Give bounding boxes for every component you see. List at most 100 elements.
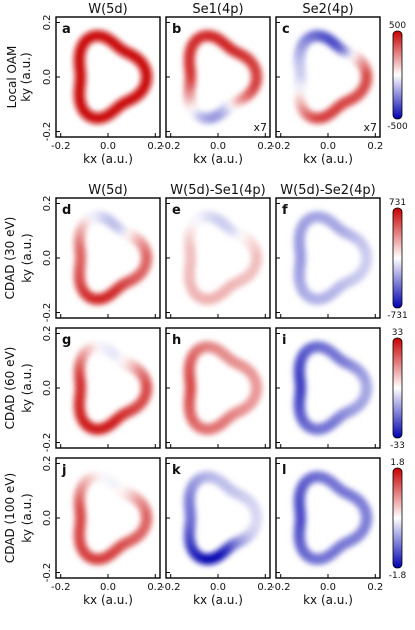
y-tick-label: 0.0 — [42, 510, 53, 526]
intensity-ring — [73, 341, 153, 435]
panel-k — [166, 458, 270, 578]
y-tick-label: -0.2 — [42, 563, 53, 583]
panel-g — [56, 328, 160, 448]
row-label: CDAD (100 eV) — [3, 473, 17, 563]
colorbar-max-label: 1.8 — [390, 458, 405, 468]
colorbar — [392, 207, 403, 309]
column-title: W(5d)-Se2(4p) — [280, 183, 375, 198]
colorbar — [392, 30, 403, 120]
intensity-ring — [293, 211, 373, 305]
intensity-ring — [73, 471, 153, 565]
panel-d — [56, 198, 160, 318]
intensity-ring — [183, 30, 263, 124]
column-title: W(5d)-Se1(4p) — [170, 183, 265, 198]
column-title: Se2(4p) — [302, 2, 353, 17]
x-tick-label: 0.0 — [320, 582, 336, 593]
x-tick-label: -0.2 — [51, 141, 71, 152]
panel-a — [56, 17, 160, 137]
x-axis-label: kx (a.u.) — [303, 152, 353, 166]
intensity-ring — [293, 341, 373, 435]
panel-j — [56, 458, 160, 578]
x-tick-label: 0.0 — [210, 141, 226, 152]
x-tick-label: 0.2 — [257, 582, 273, 593]
row-label: CDAD (60 eV) — [3, 347, 17, 430]
panel-e — [166, 198, 270, 318]
panel-letter: e — [172, 203, 181, 218]
x-tick-label: -0.2 — [51, 582, 71, 593]
x-tick-label: -0.2 — [161, 582, 181, 593]
row-label: CDAD (30 eV) — [3, 217, 17, 300]
intensity-ring — [183, 471, 263, 565]
colorbar-min-label: -33 — [390, 441, 405, 451]
panel-b — [166, 17, 270, 137]
y-tick-label: 0.0 — [42, 69, 53, 85]
x-tick-label: 0.2 — [147, 582, 163, 593]
y-tick-label: 0.2 — [42, 196, 53, 212]
ring-segment — [111, 481, 126, 495]
x-tick-label: 0.2 — [257, 141, 273, 152]
x-tick-label: 0.0 — [100, 582, 116, 593]
x-axis-label: kx (a.u.) — [83, 152, 133, 166]
x-tick-label: -0.2 — [271, 582, 291, 593]
x-tick-label: 0.2 — [367, 141, 383, 152]
panel-letter: b — [172, 22, 181, 37]
x-tick-label: 0.2 — [367, 582, 383, 593]
intensity-ring — [73, 211, 153, 305]
panel-f — [276, 198, 380, 318]
scale-factor-label: x7 — [363, 121, 377, 134]
x-tick-label: 0.0 — [210, 582, 226, 593]
x-tick-label: -0.2 — [271, 141, 291, 152]
y-axis-label: ky (a.u.) — [20, 363, 34, 412]
panel-letter: a — [62, 22, 71, 37]
colorbar-min-label: -1.8 — [389, 571, 407, 581]
panel-letter: h — [172, 333, 181, 348]
y-tick-label: -0.2 — [42, 303, 53, 323]
column-title: Se1(4p) — [192, 2, 243, 17]
intensity-ring — [183, 211, 263, 305]
intensity-ring — [73, 30, 153, 124]
panel-h — [166, 328, 270, 448]
panel-i — [276, 328, 380, 448]
y-tick-label: 0.2 — [42, 456, 53, 472]
colorbar-min-label: -500 — [387, 122, 408, 132]
intensity-ring — [183, 341, 263, 435]
panel-letter: k — [172, 463, 181, 478]
x-axis-label: kx (a.u.) — [193, 593, 243, 607]
colorbar-max-label: 731 — [389, 198, 406, 208]
scale-factor-label: x7 — [253, 121, 267, 134]
panel-letter: l — [282, 463, 286, 478]
y-tick-label: 0.0 — [42, 250, 53, 266]
colorbar-max-label: 500 — [389, 21, 406, 31]
y-tick-label: 0.2 — [42, 326, 53, 342]
panel-letter: g — [62, 333, 71, 348]
y-axis-label: ky (a.u.) — [19, 52, 33, 101]
x-tick-label: 0.2 — [147, 141, 163, 152]
panel-letter: i — [282, 333, 286, 348]
x-axis-label: kx (a.u.) — [193, 152, 243, 166]
x-tick-label: 0.0 — [320, 141, 336, 152]
x-axis-label: kx (a.u.) — [303, 593, 353, 607]
y-tick-label: -0.2 — [42, 433, 53, 453]
colorbar-max-label: 33 — [392, 328, 403, 338]
x-tick-label: 0.0 — [100, 141, 116, 152]
x-axis-label: kx (a.u.) — [83, 593, 133, 607]
ring-segment — [95, 471, 111, 484]
y-tick-label: 0.0 — [42, 380, 53, 396]
column-title: W(5d) — [88, 183, 128, 198]
panel-letter: j — [61, 463, 66, 478]
column-title: W(5d) — [88, 2, 128, 17]
panel-letter: d — [62, 203, 71, 218]
y-axis-label: ky (a.u.) — [20, 493, 34, 542]
panel-letter: c — [282, 22, 290, 37]
colorbar — [392, 337, 403, 439]
panel-c — [276, 17, 380, 137]
y-axis-label: ky (a.u.) — [20, 233, 34, 282]
y-tick-label: 0.2 — [42, 15, 53, 31]
intensity-ring — [293, 471, 373, 565]
panel-l — [276, 458, 380, 578]
y-tick-label: -0.2 — [42, 122, 53, 142]
colorbar — [392, 467, 403, 569]
colorbar-min-label: -731 — [387, 311, 407, 321]
panel-letter: f — [282, 203, 288, 218]
